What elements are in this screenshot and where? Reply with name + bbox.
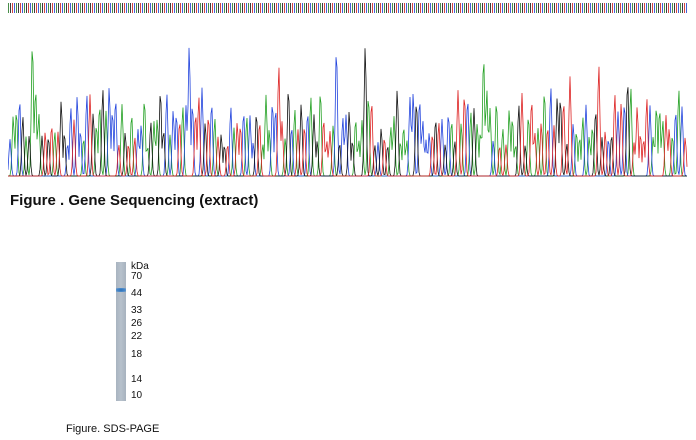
protein-band: [116, 288, 126, 292]
mw-marker-70: 70: [131, 271, 143, 282]
mw-marker-10: 10: [131, 390, 143, 401]
mw-marker-18: 18: [131, 349, 143, 360]
mw-marker-22: 22: [131, 331, 143, 342]
gel-lane: [116, 262, 126, 401]
mw-marker-14: 14: [131, 374, 143, 385]
trace-T: [8, 66, 688, 177]
base-call-sequence: [8, 3, 688, 13]
sds-page-caption: Figure. SDS-PAGE: [66, 423, 160, 435]
mw-marker-44: 44: [131, 288, 143, 299]
mw-marker-26: 26: [131, 318, 143, 329]
mw-unit-label: kDa: [131, 261, 149, 272]
sequencing-chromatogram: [8, 47, 688, 178]
mw-marker-33: 33: [131, 305, 143, 316]
sequencing-caption: Figure . Gene Sequencing (extract): [10, 192, 259, 209]
